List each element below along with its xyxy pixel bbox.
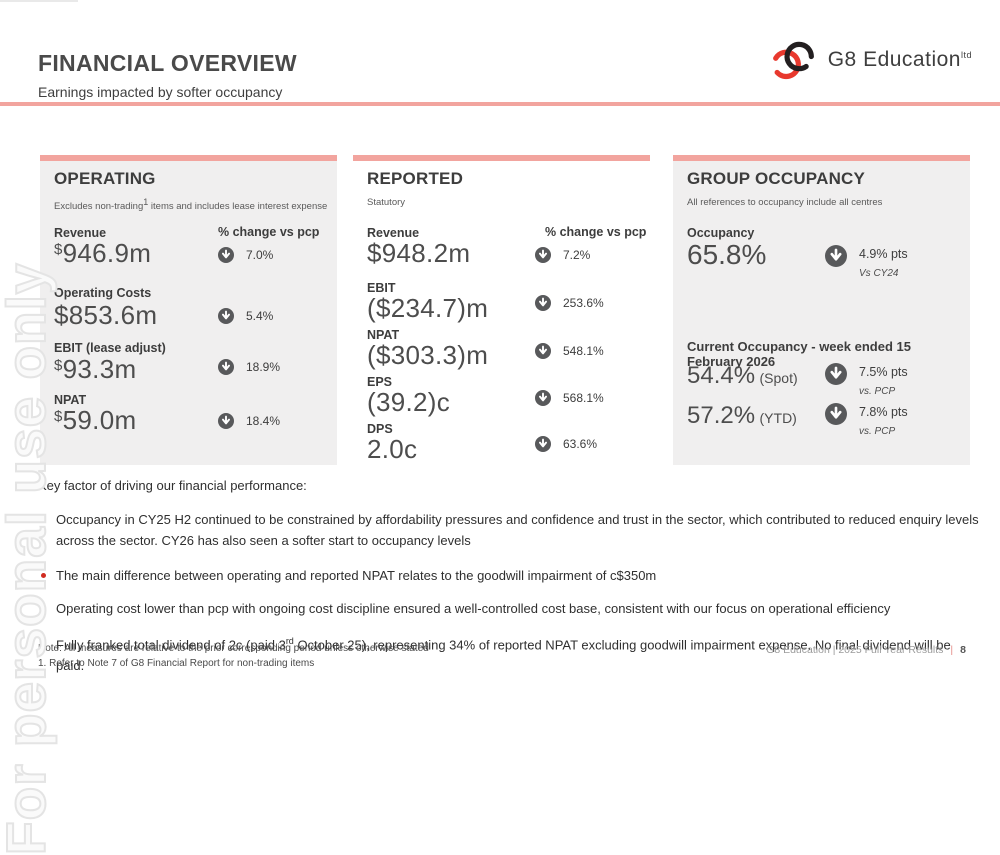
metric-value: $948.2m <box>367 238 471 268</box>
metric-change: 253.6% <box>535 295 604 311</box>
bullet-item: Operating cost lower than pcp with ongoi… <box>38 598 982 619</box>
page-footer: G8 Education | 2025 Full Year Results | … <box>766 644 966 656</box>
metric-change: 7.2% <box>535 247 590 263</box>
metric-label: NPAT <box>54 393 87 407</box>
occupancy-value: 65.8% <box>687 239 767 270</box>
down-arrow-icon <box>218 308 234 324</box>
occupancy-panel: GROUP OCCUPANCY All references to occupa… <box>673 155 970 465</box>
bullet-dot-icon <box>41 639 46 644</box>
metric-value: ($234.7)m <box>367 293 489 323</box>
occupancy-label: Occupancy <box>687 226 755 240</box>
operating-title: OPERATING <box>54 169 156 188</box>
bullet-item: Fully franked total dividend of 2c (paid… <box>38 631 982 676</box>
bullet-dot-icon <box>41 606 46 611</box>
metric-change: 5.4% <box>218 308 273 324</box>
occupancy-spot-value: 54.4% (Spot) <box>687 362 798 389</box>
metric-label: NPAT <box>367 328 400 342</box>
metric-value: $853.6m <box>54 300 158 330</box>
footnote-measures: Note: All measures are relative to the p… <box>38 643 429 654</box>
g8-logo-icon <box>768 38 820 82</box>
metric-change: 548.1% <box>535 343 604 359</box>
occupancy-ytd-value: 57.2% (YTD) <box>687 402 797 429</box>
down-arrow-icon <box>535 247 551 263</box>
occupancy-note: All references to occupancy include all … <box>687 197 883 208</box>
metric-label: Revenue <box>54 226 107 240</box>
metric-change: 18.9% <box>218 359 280 375</box>
down-arrow-icon <box>825 403 847 425</box>
metric-value: $946.9m <box>54 238 152 268</box>
commentary-section: Key factor of driving our financial perf… <box>38 478 982 676</box>
reported-title: REPORTED <box>367 169 464 188</box>
down-arrow-icon <box>825 363 847 385</box>
metric-value: 2.0c <box>367 434 418 464</box>
reported-panel: REPORTED Statutory % change vs pcp Reven… <box>353 155 650 465</box>
down-arrow-icon <box>825 245 847 267</box>
metric-change: 63.6% <box>535 436 597 452</box>
metric-label: Operating Costs <box>54 286 152 300</box>
metric-label: EPS <box>367 375 393 389</box>
bullet-dot-icon <box>41 573 46 578</box>
metric-change: 568.1% <box>535 390 604 406</box>
metric-label: EBIT (lease adjust) <box>54 341 166 355</box>
header-divider <box>0 102 1000 106</box>
bullet-item: Occupancy in CY25 H2 continued to be con… <box>38 509 982 551</box>
down-arrow-icon <box>535 390 551 406</box>
down-arrow-icon <box>218 247 234 263</box>
down-arrow-icon <box>535 343 551 359</box>
page-subtitle: Earnings impacted by softer occupancy <box>38 84 283 100</box>
operating-change-header: % change vs pcp <box>218 225 320 239</box>
company-logo: G8 Educationltd <box>768 38 972 82</box>
metric-value: (39.2)c <box>367 387 451 417</box>
down-arrow-icon <box>218 413 234 429</box>
panel-accent-bar <box>40 155 337 161</box>
footnotes: Note: All measures are relative to the p… <box>38 641 429 671</box>
footnote-nontrading: 1. Refer to Note 7 of G8 Financial Repor… <box>38 658 315 669</box>
footer-separator: | <box>950 644 954 656</box>
metric-label: DPS <box>367 422 393 436</box>
down-arrow-icon <box>218 359 234 375</box>
panel-accent-bar <box>673 155 970 161</box>
reported-note: Statutory <box>367 197 406 208</box>
metric-change: 7.0% <box>218 247 273 263</box>
logo-ltd-suffix: ltd <box>960 50 972 60</box>
top-edge-artifact <box>0 0 78 2</box>
metric-change: 18.4% <box>218 413 280 429</box>
operating-note: Excludes non-trading1 items and includes… <box>54 197 328 213</box>
occupancy-change: 4.9% pts Vs CY24 <box>825 245 908 281</box>
occupancy-title: GROUP OCCUPANCY <box>687 169 866 188</box>
operating-panel: OPERATING Excludes non-trading1 items an… <box>40 155 337 465</box>
current-occupancy-title: Current Occupancy - week ended 15 Februa… <box>687 339 911 369</box>
occupancy-spot-change: 7.5% pts vs. PCP <box>825 363 908 399</box>
bullet-item: The main difference between operating an… <box>38 565 982 586</box>
panel-accent-bar <box>353 155 650 161</box>
reported-change-header: % change vs pcp <box>545 225 647 239</box>
occupancy-ytd-change: 7.8% pts vs. PCP <box>825 403 908 439</box>
logo-wordmark: G8 Educationltd <box>827 48 972 71</box>
metric-value: ($303.3)m <box>367 340 489 370</box>
metric-label: EBIT <box>367 281 396 295</box>
metric-label: Revenue <box>367 226 420 240</box>
commentary-intro: Key factor of driving our financial perf… <box>38 478 307 493</box>
page-number: 8 <box>960 644 966 656</box>
bullet-dot-icon <box>41 517 46 522</box>
down-arrow-icon <box>535 436 551 452</box>
page-title: FINANCIAL OVERVIEW <box>38 50 297 76</box>
footer-brand: G8 Education | 2025 Full Year Results <box>766 644 944 656</box>
down-arrow-icon <box>535 295 551 311</box>
metric-value: $59.0m <box>54 405 137 435</box>
metric-value: $93.3m <box>54 354 137 384</box>
